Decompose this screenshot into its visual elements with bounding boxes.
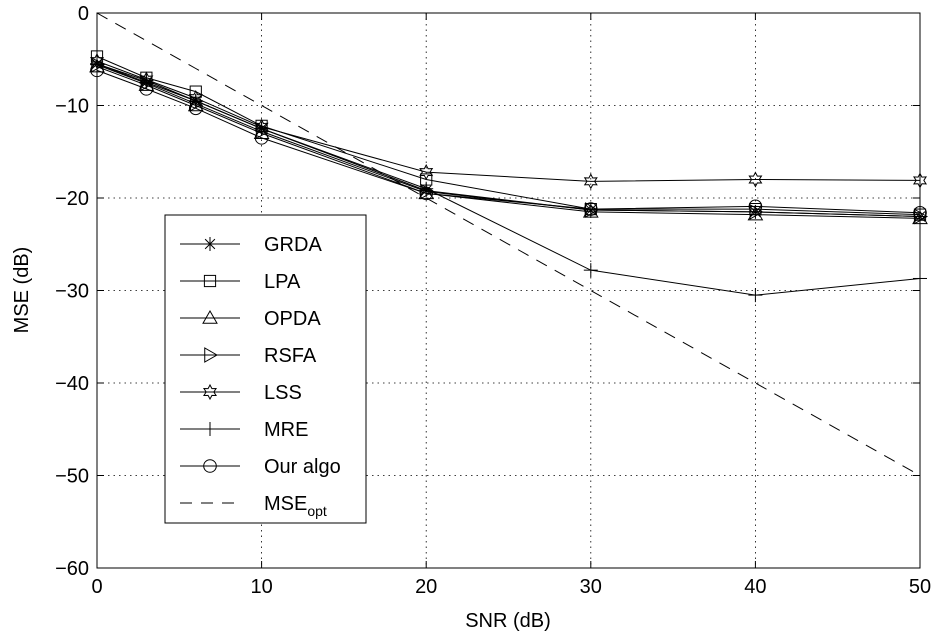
x-tick-label: 10 xyxy=(250,576,272,598)
y-tick-label: −40 xyxy=(55,373,89,395)
legend-label-grda: GRDA xyxy=(264,234,322,256)
legend-label-opda: OPDA xyxy=(264,308,321,330)
legend-marker-our-algo xyxy=(203,459,217,473)
series-line-lss xyxy=(96,60,921,182)
x-tick-label: 40 xyxy=(744,576,766,598)
data-point-opda xyxy=(418,185,435,200)
data-point-mre xyxy=(254,121,269,136)
legend-label-mre: MRE xyxy=(264,419,308,441)
x-tick-labels: 0 10 20 30 40 50 xyxy=(91,576,931,598)
data-point-lss xyxy=(583,173,598,190)
series-line-lpa xyxy=(96,56,921,216)
legend-box xyxy=(164,214,367,524)
data-point-rsfa xyxy=(255,123,270,140)
data-point-lss xyxy=(748,171,763,188)
y-tick-label: −30 xyxy=(55,281,89,303)
data-point-mre xyxy=(139,73,154,88)
y-tick-label: −20 xyxy=(55,188,89,210)
legend-label-rsfa: RSFA xyxy=(264,345,317,367)
data-point-our-algo xyxy=(419,186,434,201)
data-point-our-algo xyxy=(188,101,203,116)
data-point-lss xyxy=(419,164,434,181)
x-tick-label: 50 xyxy=(909,576,931,598)
y-tick-label: 0 xyxy=(78,3,89,25)
legend-label-our-algo: Our algo xyxy=(264,456,341,478)
series-line-our-algo xyxy=(96,69,921,214)
x-tick-label: 20 xyxy=(415,576,437,598)
legend-label-lss: LSS xyxy=(264,382,302,404)
data-point-opda xyxy=(187,97,204,112)
series-line-mse-opt xyxy=(96,12,921,476)
data-point-opda xyxy=(582,203,599,218)
series-line-opda xyxy=(96,66,921,219)
data-point-rsfa xyxy=(749,204,764,220)
y-axis-label: MSE (dB) xyxy=(11,247,33,334)
x-tick-label: 30 xyxy=(580,576,602,598)
data-point-rsfa xyxy=(190,95,204,112)
y-tick-label: −50 xyxy=(55,466,89,488)
data-point-opda xyxy=(138,77,155,91)
legend-label-lpa: LPA xyxy=(264,271,301,293)
data-point-mre xyxy=(583,263,598,278)
legend-marker-lpa xyxy=(203,274,217,288)
y-tick-label: −10 xyxy=(55,96,89,118)
legend-marker-mre xyxy=(203,422,217,436)
y-tick-label: −60 xyxy=(55,558,89,580)
data-point-rsfa xyxy=(420,183,435,200)
y-tick-labels: 0 −10 −20 −30 −40 −50 −60 xyxy=(55,3,89,580)
data-point-our-algo xyxy=(748,199,763,214)
data-point-mre xyxy=(748,288,763,303)
series-lines xyxy=(96,12,921,476)
legend-marker-opda xyxy=(202,309,218,324)
legend-marker-grda xyxy=(203,237,217,251)
x-axis-label: SNR (dB) xyxy=(465,610,551,632)
axis-ticks xyxy=(96,12,921,569)
legend-label-subscript: opt xyxy=(307,503,327,519)
data-point-our-algo xyxy=(254,131,269,145)
data-point-rsfa xyxy=(585,202,599,218)
legend-marker-rsfa xyxy=(204,347,219,363)
data-point-mre xyxy=(188,93,203,108)
series-line-mre xyxy=(96,63,921,296)
legend-marker-lss xyxy=(203,383,217,401)
x-tick-label: 0 xyxy=(91,576,102,598)
series-line-rsfa xyxy=(96,64,921,217)
data-point-our-algo xyxy=(139,82,154,96)
data-point-our-algo xyxy=(584,202,598,216)
